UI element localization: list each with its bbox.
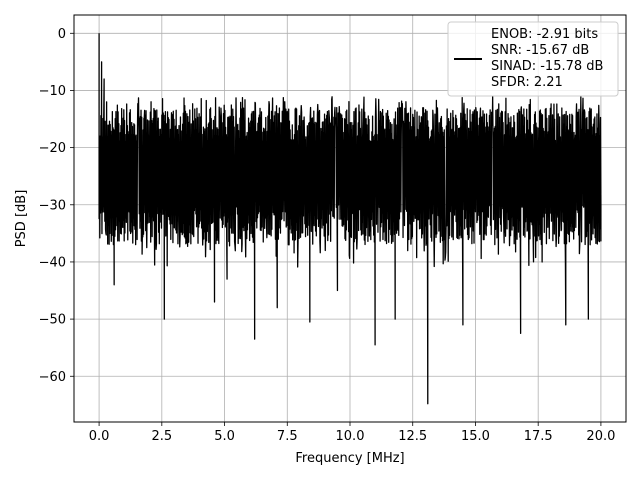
psd-trace	[98, 33, 602, 405]
legend-sinad: SINAD: -15.78 dB	[491, 59, 603, 74]
x-tick-label: 2.5	[151, 429, 172, 444]
x-axis-label: Frequency [MHz]	[295, 451, 404, 466]
x-tick-label: 5.0	[214, 429, 235, 444]
y-tick-label: −20	[39, 141, 66, 156]
y-axis-label: PSD [dB]	[14, 190, 29, 248]
y-tick-label: −60	[39, 370, 66, 385]
x-tick-label: 12.5	[398, 429, 427, 444]
x-tick-label: 10.0	[336, 429, 365, 444]
axis-ticks: 0.0 2.5 5.0 7.5 10.0 12.5 15.0 17.5 20.0 0 −10 −20 −…	[39, 27, 616, 444]
psd-line	[98, 33, 602, 405]
y-tick-label: −40	[39, 255, 66, 270]
x-tick-label: 7.5	[277, 429, 298, 444]
legend-box	[447, 21, 619, 97]
x-tick-label: 20.0	[586, 429, 615, 444]
x-tick-label: 0.0	[89, 429, 110, 444]
y-tick-label: −10	[39, 84, 66, 99]
x-tick-label: 15.0	[461, 429, 490, 444]
legend: ENOB: -2.91 bits SNR: -15.67 dB SINAD: -…	[447, 21, 619, 97]
y-tick-label: −50	[39, 313, 66, 328]
y-tick-label: 0	[58, 27, 66, 42]
legend-sfdr: SFDR: 2.21	[491, 75, 563, 90]
legend-enob: ENOB: -2.91 bits	[491, 27, 598, 42]
legend-snr: SNR: -15.67 dB	[491, 43, 589, 58]
x-tick-label: 17.5	[524, 429, 553, 444]
y-tick-label: −30	[39, 198, 66, 213]
